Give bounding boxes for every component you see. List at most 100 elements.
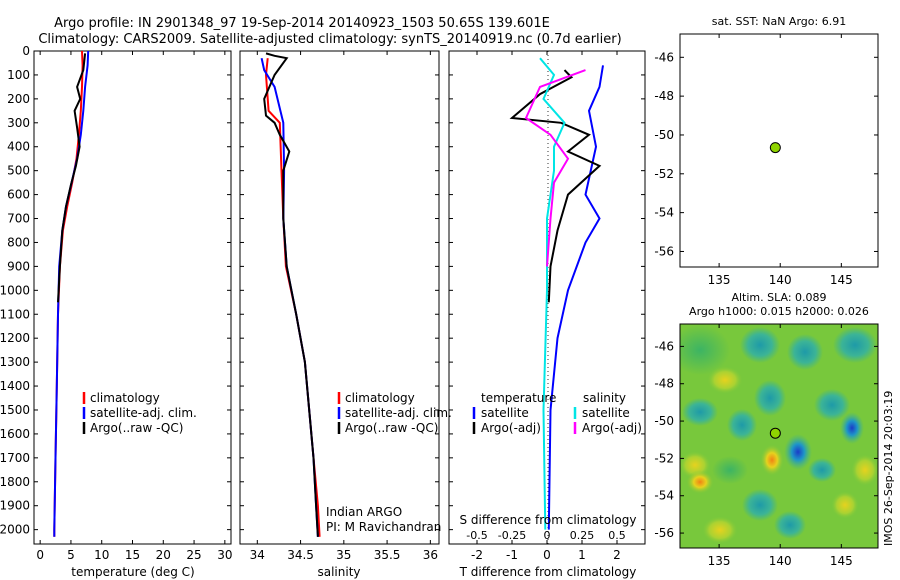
sla-heatmap <box>680 324 878 548</box>
map-x-tick-label: 140 <box>769 554 792 568</box>
sla-map-frame <box>679 323 879 549</box>
salinity-x-ticks: 34 34.5 35 35.5 36 <box>250 51 438 562</box>
top-x-tick-label: 0.5 <box>608 529 626 542</box>
x-tick-label: 36 <box>423 548 438 562</box>
y-tick-label: 100 <box>7 68 30 82</box>
x-tick-label: 25 <box>186 548 201 562</box>
x-tick-label: 0 <box>36 548 44 562</box>
x-tick-label: 0 <box>543 548 551 562</box>
difference-y-ticks <box>449 50 645 531</box>
map-y-tick-label: -50 <box>654 414 674 428</box>
map-y-tick-label: -52 <box>654 167 674 181</box>
series-line-argo-raw-qc <box>263 52 319 537</box>
map-y-tick-label: -56 <box>654 526 674 540</box>
y-tick-label: 1500 <box>0 403 30 417</box>
difference-lines <box>509 57 604 530</box>
x-tick-label: 1 <box>578 548 586 562</box>
map-x-tick-label: 135 <box>708 273 731 287</box>
y-tick-label: 1800 <box>0 475 30 489</box>
legend-label-climatology: climatology <box>90 391 160 405</box>
sla-map-panel: Altim. SLA: 0.089 Argo h1000: 0.015 h200… <box>654 291 895 568</box>
legend-label-satellite: satellite-adj. clim. <box>345 406 452 420</box>
y-tick-label: 1400 <box>0 379 30 393</box>
x-tick-label: 20 <box>156 548 171 562</box>
map-x-tick-label: 140 <box>769 273 792 287</box>
map-y-tick-label: -54 <box>654 489 674 503</box>
sla-map-subtitle: Argo h1000: 0.015 h2000: 0.026 <box>689 305 869 318</box>
map-y-tick-label: -46 <box>654 339 674 353</box>
temperature-y-ticks: 0 100 200 300 400 500 600 700 800 900 1000 1100 1200… <box>0 44 231 537</box>
x-tick-label: 2 <box>613 548 621 562</box>
legend-label-argo: Argo(..raw -QC) <box>345 421 438 435</box>
figure-title-line1: Argo profile: IN 2901348_97 19-Sep-2014 … <box>54 16 550 31</box>
series-line-temperature-argo-adj <box>509 69 602 303</box>
temperature-lines <box>53 50 90 537</box>
y-tick-label: 1300 <box>0 355 30 369</box>
y-tick-label: 2000 <box>0 523 30 537</box>
map-x-tick-label: 145 <box>830 273 853 287</box>
legend-title-temperature: temperature <box>481 391 556 405</box>
y-tick-label: 1900 <box>0 499 30 513</box>
difference-top-ticks: -0.5 -0.25 0 0.25 0.5 <box>466 529 626 544</box>
y-tick-label: 600 <box>7 188 30 202</box>
y-tick-label: 500 <box>7 164 30 178</box>
difference-legend: temperature salinity satellite Argo(-adj… <box>472 391 642 435</box>
x-tick-label: 35 <box>336 548 351 562</box>
sla-map-points <box>769 427 781 439</box>
top-x-tick-label: -0.5 <box>466 529 487 542</box>
x-tick-label: -2 <box>471 548 483 562</box>
map-y-tick-label: -50 <box>654 128 674 142</box>
top-x-tick-label: 0.25 <box>570 529 595 542</box>
argo-location-marker <box>769 142 781 154</box>
temperature-x-label: temperature (deg C) <box>71 565 194 579</box>
temperature-x-ticks: 0 5 10 15 20 25 30 <box>36 51 232 562</box>
y-tick-label: 1600 <box>0 427 30 441</box>
series-line-argo-raw-qc <box>57 53 87 303</box>
difference-x-ticks: -2 -1 0 1 2 <box>471 51 621 562</box>
difference-x-label: T difference from climatology <box>459 565 637 579</box>
map-x-tick-label: 135 <box>708 554 731 568</box>
salinity-x-label: salinity <box>317 565 360 579</box>
sla-map-ticks: 135 140 145 -46 -48 -50 -52 -54 -56 <box>654 324 878 568</box>
y-tick-label: 200 <box>7 92 30 106</box>
salinity-y-ticks <box>240 50 439 531</box>
x-tick-label: 30 <box>217 548 232 562</box>
series-line-satellite-adj-clim <box>260 57 319 537</box>
salinity-axes-frame <box>239 50 440 545</box>
sst-map-points <box>769 142 781 154</box>
top-x-tick-label: -0.25 <box>498 529 526 542</box>
legend-label-climatology: climatology <box>345 391 415 405</box>
map-y-tick-label: -48 <box>654 89 674 103</box>
argo-location-marker <box>769 427 781 439</box>
map-y-tick-label: -56 <box>654 244 674 258</box>
y-tick-label: 300 <box>7 116 30 130</box>
legend-title-salinity: salinity <box>583 391 626 405</box>
legend-label-t-argo: Argo(-adj) <box>481 421 541 435</box>
sst-map-title: sat. SST: NaN Argo: 6.91 <box>712 15 846 28</box>
x-tick-label: 34.5 <box>287 548 314 562</box>
map-y-tick-label: -48 <box>654 377 674 391</box>
legend-label-s-satellite: satellite <box>582 406 630 420</box>
legend-label-s-argo: Argo(-adj) <box>582 421 642 435</box>
x-tick-label: 10 <box>94 548 109 562</box>
y-tick-label: 900 <box>7 259 30 273</box>
sla-map-title: Altim. SLA: 0.089 <box>731 291 826 304</box>
y-tick-label: 0 <box>22 44 30 58</box>
y-tick-label: 1700 <box>0 451 30 465</box>
x-tick-label: 35.5 <box>374 548 401 562</box>
difference-top-x-label: S difference from climatology <box>460 513 637 527</box>
top-x-tick-label: 0 <box>544 529 551 542</box>
salinity-lines <box>260 52 321 537</box>
annotation-pi: PI: M Ravichandran <box>326 520 441 534</box>
y-tick-label: 1200 <box>0 331 30 345</box>
temperature-panel: 0100200300400500600700800900100011001200… <box>0 44 232 579</box>
x-tick-label: -1 <box>506 548 518 562</box>
map-x-tick-label: 145 <box>830 554 853 568</box>
map-y-tick-label: -54 <box>654 206 674 220</box>
temperature-legend: climatology satellite-adj. clim. Argo(..… <box>82 391 197 435</box>
series-line-salinity-argo-adj <box>524 69 586 267</box>
salinity-legend: climatology satellite-adj. clim. Argo(..… <box>337 391 452 435</box>
legend-label-t-satellite: satellite <box>481 406 529 420</box>
series-line-salinity-satellite <box>539 57 566 530</box>
salinity-panel: 34 34.5 35 35.5 36 salinity climatology sate… <box>239 50 452 579</box>
